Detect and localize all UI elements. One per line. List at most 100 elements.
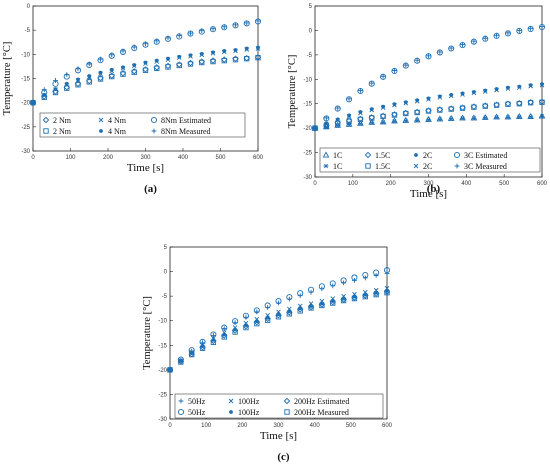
data-point	[471, 90, 477, 96]
data-point	[324, 121, 329, 127]
data-point	[243, 314, 249, 320]
legend-marker	[98, 117, 104, 123]
x-tick-label: 0	[168, 423, 172, 429]
data-point	[86, 61, 92, 67]
data-point	[528, 26, 534, 31]
data-point	[538, 112, 546, 119]
chart-panel-a: 0 100 200 300 400 500 600 -30 -25 -20 -15 -10 -5 0 Tim…	[2, 4, 264, 195]
legend-marker	[42, 116, 50, 124]
data-point	[199, 28, 205, 34]
data-point	[335, 117, 340, 122]
legend-marker	[228, 398, 234, 404]
legend-entry: 4 Nm	[108, 127, 127, 136]
data-point	[29, 99, 37, 106]
data-point	[143, 41, 148, 47]
data-point	[143, 60, 148, 65]
data-point	[244, 56, 250, 62]
data-point	[414, 109, 420, 116]
y-tick-label: -10	[21, 52, 30, 58]
data-point	[504, 113, 512, 120]
data-point	[187, 61, 194, 67]
data-point	[391, 112, 398, 118]
series-4	[312, 99, 545, 131]
data-point	[64, 72, 70, 78]
x-tick-label: 600	[382, 423, 393, 429]
data-point	[380, 73, 386, 79]
x-tick-label: 500	[215, 155, 226, 161]
data-point	[368, 118, 376, 125]
data-point	[392, 102, 397, 108]
data-point	[426, 96, 431, 101]
x-tick-label: 300	[273, 423, 284, 429]
chart-panel-b: 0 100 200 300 400 500 600 -30 -25 -20 -15 -10 -5 0 5 Ti…	[287, 4, 548, 200]
legend: 1C 1.5C 2C 3C Estimated 1C 1.5C 2C 3C Measured	[319, 147, 541, 173]
legend: 2 Nm 4 Nm 8Nm Estimated 2 Nm 4 Nm 8Nm Measure…	[39, 112, 246, 138]
legend-marker	[413, 163, 419, 169]
panel-label: (a)	[144, 183, 157, 195]
data-point	[221, 324, 228, 331]
data-point	[109, 52, 115, 58]
data-point	[318, 283, 325, 290]
data-point	[392, 119, 397, 124]
data-point	[483, 88, 488, 93]
data-point	[242, 312, 249, 319]
data-point	[53, 87, 58, 92]
data-point	[391, 117, 398, 124]
data-point	[329, 280, 336, 287]
data-point	[346, 96, 352, 102]
data-point	[256, 45, 260, 50]
legend-box	[319, 147, 541, 173]
data-point	[154, 58, 159, 63]
data-point	[312, 125, 318, 131]
data-point	[286, 311, 293, 317]
data-point	[482, 89, 488, 94]
x-tick-label: 200	[386, 181, 397, 187]
data-point	[210, 331, 217, 338]
series-2	[30, 55, 261, 106]
data-point	[232, 329, 238, 335]
data-point	[362, 293, 368, 300]
data-point	[415, 98, 420, 103]
data-point	[178, 359, 184, 365]
data-point	[436, 115, 444, 122]
data-point	[472, 90, 476, 94]
y-tick-label: -15	[303, 102, 312, 108]
data-point	[165, 64, 171, 70]
y-tick-label: 0	[309, 28, 313, 34]
data-point	[373, 269, 380, 276]
data-point	[221, 334, 227, 340]
data-point	[324, 121, 329, 126]
data-point	[121, 65, 125, 70]
data-point	[120, 48, 126, 54]
data-point	[340, 297, 347, 304]
data-point	[346, 114, 352, 119]
series-1	[167, 271, 390, 373]
y-tick-label: -30	[158, 417, 167, 423]
data-point	[64, 85, 70, 91]
legend-marker	[365, 163, 371, 169]
legend-entry: 1C	[333, 162, 342, 171]
legend-marker	[99, 129, 103, 133]
data-point	[98, 70, 103, 75]
data-point	[275, 298, 282, 305]
data-point	[154, 65, 160, 72]
data-point	[516, 114, 522, 120]
data-point	[379, 118, 387, 125]
panel-label: (c)	[277, 451, 290, 463]
data-point	[255, 55, 261, 61]
y-axis-label: Temperature [°C]	[2, 42, 13, 116]
data-point	[369, 107, 374, 111]
data-point	[330, 300, 336, 306]
data-point	[189, 351, 195, 358]
data-point	[506, 85, 510, 90]
data-point	[481, 113, 489, 120]
data-point	[369, 80, 375, 86]
data-point	[539, 99, 545, 105]
data-point	[403, 118, 409, 124]
x-tick-label: 500	[346, 423, 357, 429]
legend-box	[39, 112, 246, 138]
data-point	[254, 321, 260, 327]
legend-entry: 50Hz	[188, 408, 206, 417]
data-point	[425, 115, 432, 122]
x-tick-label: 300	[140, 155, 151, 161]
